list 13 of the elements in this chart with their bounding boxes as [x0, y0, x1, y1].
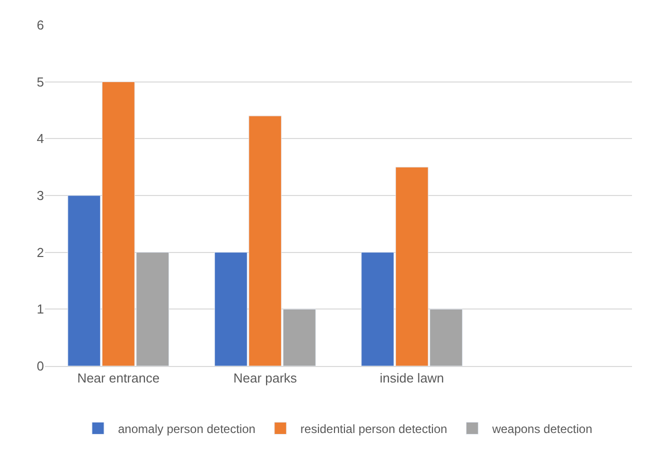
x-tick-label: Near parks	[233, 370, 298, 386]
y-tick-label: 3	[36, 188, 44, 204]
y-tick-label: 4	[36, 131, 44, 146]
legend-label: anomaly person detection	[118, 422, 256, 436]
y-tick-label: 1	[36, 302, 44, 317]
y-tick-label: 5	[36, 74, 44, 90]
x-tick-label: Near entrance	[77, 370, 160, 386]
y-tick-label: 0	[36, 358, 44, 374]
legend-label: residential person detection	[300, 422, 448, 436]
y-tick-label: 2	[36, 244, 44, 260]
legend-label: weapons detection	[491, 422, 592, 436]
y-tick-label: 6	[36, 18, 44, 33]
x-tick-label: inside lawn	[380, 370, 444, 386]
